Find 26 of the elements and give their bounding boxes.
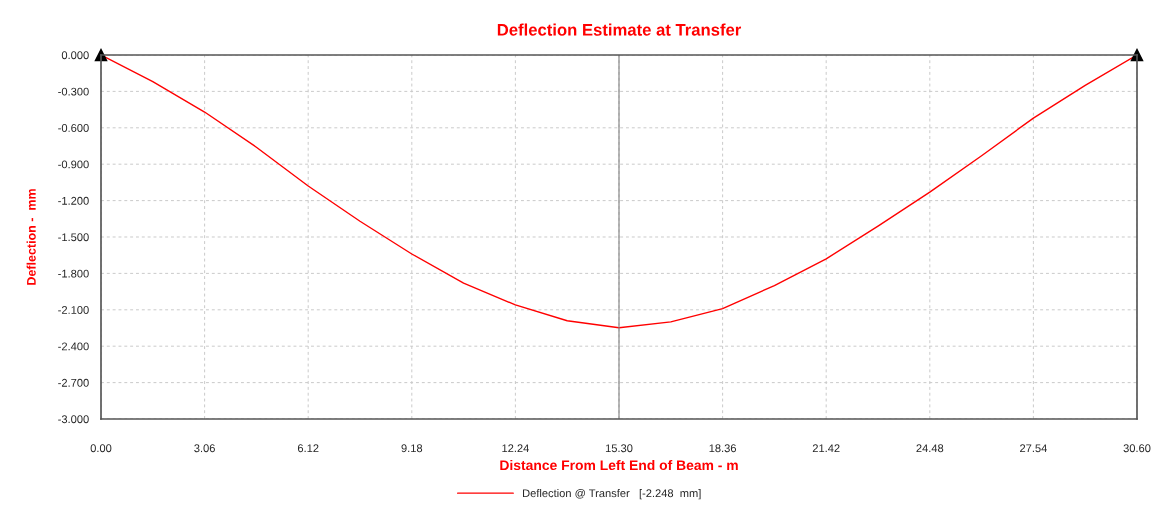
y-tick-label: -1.500 <box>58 233 89 242</box>
x-axis-title: Distance From Left End of Beam - m <box>500 459 738 471</box>
y-tick-label: -2.700 <box>58 378 89 387</box>
x-tick-label: 9.18 <box>401 444 423 453</box>
x-tick-label: 6.12 <box>297 444 319 453</box>
y-tick-label: 0.000 <box>61 51 89 60</box>
x-tick-label: 24.48 <box>916 444 944 453</box>
chart-title: Deflection Estimate at Transfer <box>497 23 742 36</box>
x-tick-label: 30.60 <box>1123 444 1151 453</box>
x-tick-label: 12.24 <box>502 444 529 453</box>
x-tick-label: 18.36 <box>709 444 737 453</box>
x-tick-label: 21.42 <box>812 444 840 453</box>
y-tick-label: -1.800 <box>58 269 89 278</box>
y-tick-label: -1.200 <box>58 196 89 205</box>
y-tick-label: -3.000 <box>58 415 89 424</box>
x-tick-label: 27.54 <box>1020 444 1047 453</box>
y-tick-label: -0.600 <box>58 124 89 132</box>
y-tick-label: -2.400 <box>58 342 89 351</box>
x-tick-label: 0.00 <box>90 444 112 453</box>
x-tick-label: 3.06 <box>194 444 215 453</box>
y-tick-label: -0.900 <box>58 160 89 169</box>
x-tick-label: 15.30 <box>605 444 633 453</box>
y-tick-label: -2.100 <box>58 306 89 314</box>
y-tick-label: -0.300 <box>58 87 89 96</box>
y-axis-title: Deflection - mm <box>26 189 36 285</box>
text: Deflection @ Transfer [-2.248 mm] <box>523 488 701 500</box>
